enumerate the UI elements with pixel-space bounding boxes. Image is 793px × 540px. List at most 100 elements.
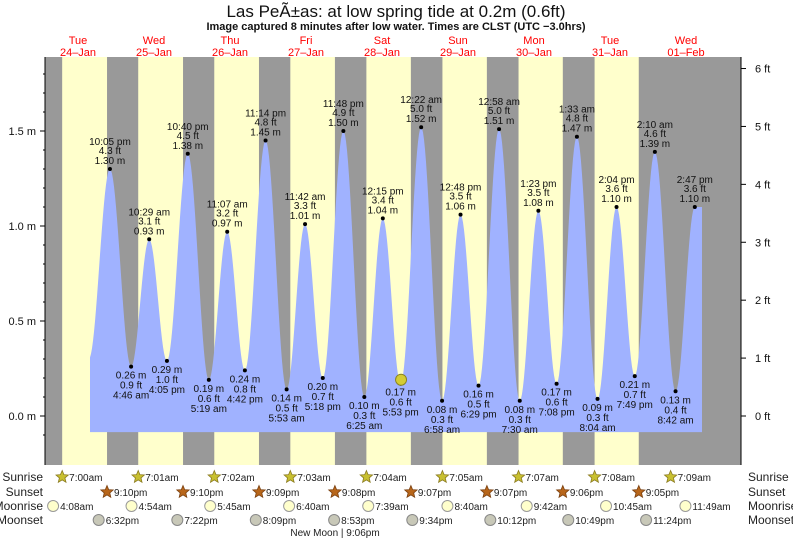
sunset-row-label: Sunset: [6, 485, 44, 499]
low-tide-point: [673, 389, 678, 394]
high-tide-time: 12:48 pm: [440, 183, 482, 194]
low-tide-m: 0.16 m: [463, 390, 494, 401]
high-tide-ft: 4.6 ft: [644, 129, 666, 140]
sunrise-icon: [283, 469, 298, 484]
moon-phase-label: New Moon | 9:06pm: [290, 528, 379, 539]
high-tide-point: [225, 229, 230, 234]
high-tide-m: 1.51 m: [484, 116, 515, 127]
low-tide-ft: 0.5 ft: [467, 400, 489, 411]
day-date-label: 30–Jan: [516, 47, 552, 59]
day-weekday-label: Wed: [675, 35, 697, 47]
low-tide-time: 4:05 pm: [149, 385, 185, 396]
high-tide-ft: 5.0 ft: [410, 104, 432, 115]
sunrise-icon: [131, 469, 146, 484]
low-tide-m: 0.14 m: [271, 393, 302, 404]
high-tide-point: [380, 216, 385, 221]
moonset-icon: [171, 514, 184, 526]
high-tide-ft: 4.3 ft: [99, 146, 121, 157]
high-tide-ft: 4.8 ft: [254, 118, 276, 129]
high-tide-time: 10:05 pm: [89, 137, 131, 148]
moonset-time: 10:49pm: [575, 516, 614, 527]
left-tick-label: 1.0 m: [8, 221, 36, 233]
high-tide-ft: 3.2 ft: [216, 209, 238, 220]
day-weekday-label: Tue: [69, 35, 88, 47]
sunrise-time: 7:01am: [145, 473, 178, 484]
day-weekday-label: Sun: [448, 35, 468, 47]
sunset-icon: [631, 484, 646, 499]
low-tide-ft: 0.5 ft: [276, 403, 298, 414]
sunset-row-label-right: Sunset: [748, 485, 786, 499]
high-tide-m: 1.38 m: [172, 141, 203, 152]
moonrise-icon: [600, 500, 613, 512]
left-tick-label: 0.5 m: [8, 316, 36, 328]
low-tide-ft: 0.6 ft: [545, 398, 567, 409]
sunset-time: 9:05pm: [646, 488, 679, 499]
high-tide-point: [692, 205, 697, 209]
low-tide-m: 0.29 m: [152, 365, 183, 376]
low-tide-m: 0.09 m: [582, 403, 613, 414]
low-tide-time: 5:53 am: [269, 413, 305, 424]
day-date-label: 24–Jan: [60, 47, 96, 59]
low-tide-point: [362, 395, 367, 399]
low-tide-point: [129, 364, 134, 369]
high-tide-m: 0.97 m: [212, 219, 243, 230]
high-tide-ft: 3.3 ft: [294, 201, 316, 212]
low-tide-ft: 0.3 ft: [353, 411, 375, 422]
day-date-label: 27–Jan: [288, 47, 324, 59]
moonrise-time: 11:49am: [692, 502, 730, 513]
sunrise-row-label-right: Sunrise: [748, 470, 789, 484]
low-tide-m: 0.24 m: [230, 374, 261, 385]
low-tide-point: [517, 398, 522, 403]
high-tide-m: 1.45 m: [250, 128, 281, 139]
day-date-label: 28–Jan: [364, 47, 400, 59]
high-tide-time: 11:48 pm: [323, 99, 364, 110]
low-tide-time: 4:42 pm: [227, 394, 263, 405]
axes: 0.0 m 0.5 m 1.0 m 1.5 m 0 ft 1 ft 2 ft 3 ft 4 ft…: [8, 57, 770, 465]
low-tide-point: [595, 396, 600, 401]
sunrise-icon: [587, 469, 602, 484]
sunrise-time: 7:04am: [373, 473, 406, 484]
sunset-icon: [479, 484, 495, 499]
high-tide-time: 12:22 am: [400, 95, 442, 106]
extreme-labels: 10:05 pm4.3 ft1.30 m 0.26 m0.9 ft4:46 am 1…: [89, 95, 713, 436]
sunrise-icon: [511, 469, 526, 484]
low-tide-time: 5:18 pm: [305, 402, 341, 413]
high-tide-time: 2:04 pm: [598, 175, 634, 186]
sunset-time: 9:07pm: [494, 488, 527, 499]
moonrise-time: 9:42am: [534, 502, 567, 513]
high-tide-m: 1.52 m: [406, 114, 437, 125]
sunset-time: 9:10pm: [190, 488, 223, 499]
sunset-time: 9:08pm: [342, 488, 375, 499]
low-tide-m: 0.17 m: [541, 388, 572, 399]
right-tick-label: 5 ft: [755, 121, 770, 133]
sunset-time: 9:06pm: [570, 488, 603, 499]
right-tick-label: 3 ft: [755, 237, 770, 249]
high-tide-m: 1.10 m: [680, 194, 711, 205]
sunrise-time: 7:00am: [69, 473, 102, 484]
moonset-time: 11:24pm: [653, 516, 691, 527]
low-tide-m: 0.08 m: [427, 405, 458, 416]
moonset-icon: [406, 514, 419, 526]
sunset-icon: [99, 484, 115, 499]
low-tide-time: 8:42 am: [657, 415, 693, 426]
sunset-icon: [251, 484, 267, 499]
high-tide-point: [652, 149, 657, 154]
low-tide-time: 7:30 am: [502, 425, 538, 436]
high-tide-point: [303, 222, 308, 227]
high-tide-point: [536, 208, 541, 213]
high-tide-ft: 3.5 ft: [527, 188, 549, 199]
moonset-time: 10:12pm: [497, 516, 536, 527]
high-tide-point: [614, 205, 619, 209]
low-tide-ft: 0.6 ft: [198, 394, 220, 405]
moonset-icon: [484, 514, 497, 526]
day-date-label: 26–Jan: [212, 47, 248, 59]
moonset-time: 6:32pm: [106, 516, 139, 527]
day-date-label: 31–Jan: [592, 47, 628, 59]
high-tide-point: [574, 134, 579, 139]
low-tide-ft: 0.4 ft: [664, 405, 686, 416]
sunrise-time: 7:02am: [221, 473, 254, 484]
low-tide-m: 0.26 m: [116, 371, 147, 382]
high-tide-point: [419, 125, 424, 130]
low-tide-time: 7:49 pm: [617, 400, 653, 411]
sunrise-icon: [207, 469, 222, 484]
